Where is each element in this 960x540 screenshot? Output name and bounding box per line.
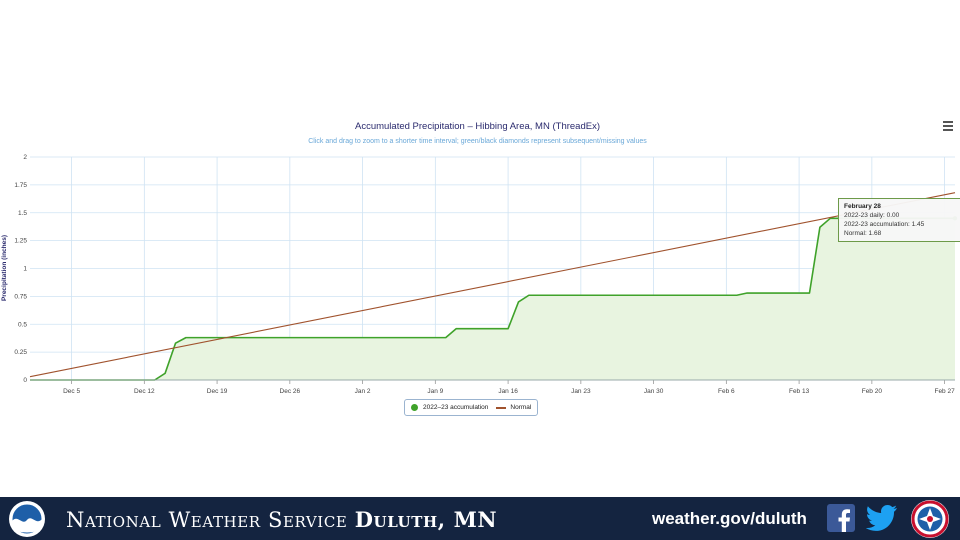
twitter-icon[interactable] (866, 504, 898, 532)
x-tick-label: Jan 30 (644, 388, 664, 395)
legend-label-normal: Normal (510, 404, 532, 411)
x-tick-label: Jan 9 (427, 388, 443, 395)
footer-org-name: National Weather Service (66, 508, 348, 532)
tooltip-daily: 2022-23 daily: 0.00 (844, 212, 900, 219)
legend-item-accumulation[interactable]: 2022–23 accumulation (411, 404, 488, 411)
tooltip-accumulation: 2022-23 accumulation: 1.45 (844, 221, 925, 228)
hamburger-menu-icon[interactable] (941, 119, 955, 133)
accumulation-area (30, 218, 955, 380)
x-tick-label: Jan 16 (498, 388, 518, 395)
data-tooltip: February 28 2022-23 daily: 0.00 2022-23 … (838, 198, 960, 242)
noaa-logo (9, 501, 45, 537)
tooltip-date: February 28 (844, 203, 881, 210)
chart-plot[interactable]: 0 0.25 0.5 0.75 1 1.25 1.5 1.75 2 Dec 5 Dec 12 Dec … (0, 115, 960, 420)
y-tick-label: 0.25 (14, 349, 27, 356)
x-tick-label: Jan 23 (571, 388, 591, 395)
legend-item-normal[interactable]: Normal (496, 404, 531, 411)
footer-office-name: Duluth, MN (354, 507, 498, 532)
footer-banner: National Weather Service Duluth, MN weat… (0, 497, 960, 540)
facebook-icon[interactable] (827, 504, 855, 532)
y-tick-label: 0 (23, 377, 27, 384)
accumulation-line (30, 217, 955, 381)
x-tick-label: Feb 27 (934, 388, 955, 395)
nws-logo (911, 500, 949, 538)
chart-title: Accumulated Precipitation – Hibbing Area… (354, 121, 600, 132)
normal-line (29, 192, 956, 378)
x-tick-label: Dec 26 (280, 388, 301, 395)
x-tick-label: Feb 20 (862, 388, 883, 395)
y-tick-label: 0.75 (14, 293, 27, 300)
footer-organization: National Weather Service Duluth, MN (66, 507, 497, 532)
legend-label-accumulation: 2022–23 accumulation (423, 404, 489, 411)
x-tick-label: Feb 6 (718, 388, 735, 395)
chart-subtitle: Click and drag to zoom to a shorter time… (308, 138, 647, 145)
y-tick-label: 2 (23, 154, 27, 161)
axes: 0 0.25 0.5 0.75 1 1.25 1.5 1.75 2 Dec 5 Dec 12 Dec … (14, 154, 955, 395)
x-tick-label: Dec 19 (207, 388, 228, 395)
x-tick-label: Dec 12 (134, 388, 155, 395)
y-tick-label: 1 (23, 266, 27, 273)
chart-legend: 2022–23 accumulation Normal (404, 399, 539, 416)
x-tick-label: Feb 13 (789, 388, 810, 395)
y-tick-label: 1.5 (18, 210, 27, 217)
y-tick-label: 1.25 (14, 238, 27, 245)
legend-marker-normal (496, 406, 507, 409)
y-tick-label: 1.75 (14, 182, 27, 189)
legend-marker-accumulation (411, 404, 418, 411)
chart-area[interactable]: Accumulated Precipitation – Hibbing Area… (0, 115, 960, 420)
x-tick-label: Jan 2 (355, 388, 371, 395)
y-axis-label: Precipitation (inches) (1, 235, 8, 301)
y-tick-label: 0.5 (18, 321, 27, 328)
x-tick-label: Dec 5 (63, 388, 80, 395)
footer-website-link[interactable]: weather.gov/duluth (652, 509, 807, 528)
tooltip-normal: Normal: 1.68 (844, 230, 882, 237)
